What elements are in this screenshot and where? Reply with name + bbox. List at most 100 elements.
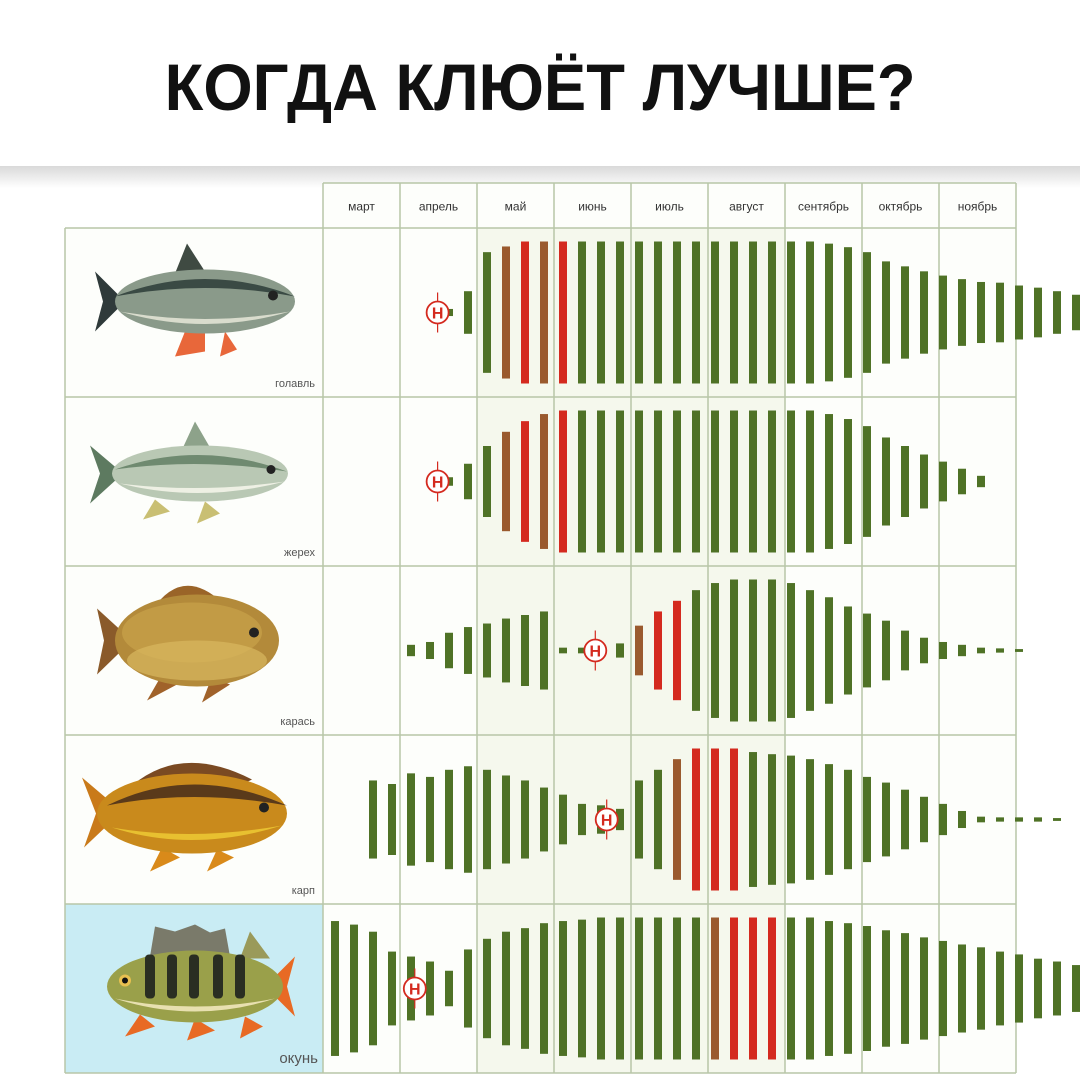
bar xyxy=(806,917,814,1060)
bar xyxy=(1015,817,1023,822)
bar xyxy=(616,643,624,658)
bar xyxy=(673,241,681,384)
bar xyxy=(597,241,605,384)
bar xyxy=(426,961,434,1016)
bar xyxy=(787,583,795,718)
bar xyxy=(464,766,472,873)
bar xyxy=(863,426,871,537)
series-bars xyxy=(407,579,1023,722)
series-bars xyxy=(445,410,985,553)
bar xyxy=(578,803,586,836)
bar xyxy=(920,454,928,509)
bar xyxy=(483,769,491,870)
header-row-bg xyxy=(323,183,1016,228)
bar xyxy=(692,917,700,1060)
month-label: август xyxy=(729,200,764,214)
bar xyxy=(369,931,377,1046)
month-label: ноябрь xyxy=(958,200,998,214)
bar xyxy=(1053,961,1061,1016)
bar xyxy=(521,780,529,859)
bar xyxy=(445,970,453,1007)
bar xyxy=(939,940,947,1037)
bar xyxy=(825,414,833,549)
bar xyxy=(882,930,890,1047)
bar xyxy=(388,951,396,1026)
bar xyxy=(559,647,567,654)
bar xyxy=(730,241,738,384)
bar xyxy=(711,748,719,891)
bar xyxy=(692,410,700,553)
bar xyxy=(521,615,529,686)
bar xyxy=(426,641,434,660)
bar xyxy=(1015,649,1023,652)
bar xyxy=(806,241,814,384)
bar xyxy=(635,241,643,384)
bar xyxy=(1034,817,1042,822)
bar xyxy=(369,780,377,859)
bar xyxy=(540,611,548,690)
bar xyxy=(730,748,738,891)
bar xyxy=(654,241,662,384)
bar xyxy=(407,644,415,657)
bar xyxy=(464,627,472,674)
bar xyxy=(1034,287,1042,338)
bar xyxy=(635,410,643,553)
bar xyxy=(939,461,947,502)
bite-chart: март апрель май июнь июль август сентябрь октяб… xyxy=(64,182,1080,1074)
bar xyxy=(559,410,567,553)
bar xyxy=(578,919,586,1058)
spawn-marker-label: Н xyxy=(590,644,602,661)
bar xyxy=(711,410,719,553)
bar xyxy=(882,782,890,857)
bar xyxy=(825,597,833,704)
bar xyxy=(559,921,567,1056)
page-header: КОГДА КЛЮЁТ ЛУЧШЕ? xyxy=(0,0,1080,168)
bar xyxy=(1053,291,1061,334)
bar xyxy=(749,410,757,553)
bar xyxy=(844,247,852,378)
bar xyxy=(768,241,776,384)
bar xyxy=(540,787,548,852)
bar xyxy=(825,243,833,382)
bar xyxy=(1053,818,1061,821)
bar xyxy=(616,241,624,384)
bar xyxy=(977,816,985,823)
spawn-marker-label: Н xyxy=(432,475,444,492)
series-bars xyxy=(369,748,1061,891)
bar xyxy=(787,755,795,884)
bar xyxy=(863,252,871,373)
bar xyxy=(863,776,871,863)
bar xyxy=(559,241,567,384)
month-label: май xyxy=(505,200,527,214)
bar xyxy=(711,583,719,718)
bar xyxy=(882,261,890,364)
bar xyxy=(920,796,928,843)
bar xyxy=(882,620,890,681)
bar xyxy=(616,917,624,1060)
bar xyxy=(1034,958,1042,1019)
bar xyxy=(502,618,510,683)
bar xyxy=(977,947,985,1030)
fish-name-label: жерех xyxy=(284,547,315,559)
bar xyxy=(749,917,757,1060)
bar xyxy=(616,808,624,831)
bar xyxy=(635,780,643,859)
month-label: октябрь xyxy=(879,200,923,214)
bar xyxy=(901,446,909,517)
bar xyxy=(1015,954,1023,1023)
bar xyxy=(787,917,795,1060)
bar xyxy=(806,410,814,553)
spawn-marker: Н xyxy=(425,461,450,502)
bar xyxy=(939,641,947,660)
bar xyxy=(977,281,985,344)
fish-name-label: карась xyxy=(280,716,315,728)
bar xyxy=(920,637,928,664)
bar xyxy=(863,926,871,1051)
bar xyxy=(996,817,1004,822)
bar xyxy=(540,923,548,1054)
bar xyxy=(578,241,586,384)
spawn-marker-label: Н xyxy=(601,813,613,830)
series-bars xyxy=(331,917,1080,1060)
bar xyxy=(844,769,852,870)
crucian-illustration xyxy=(97,585,279,703)
